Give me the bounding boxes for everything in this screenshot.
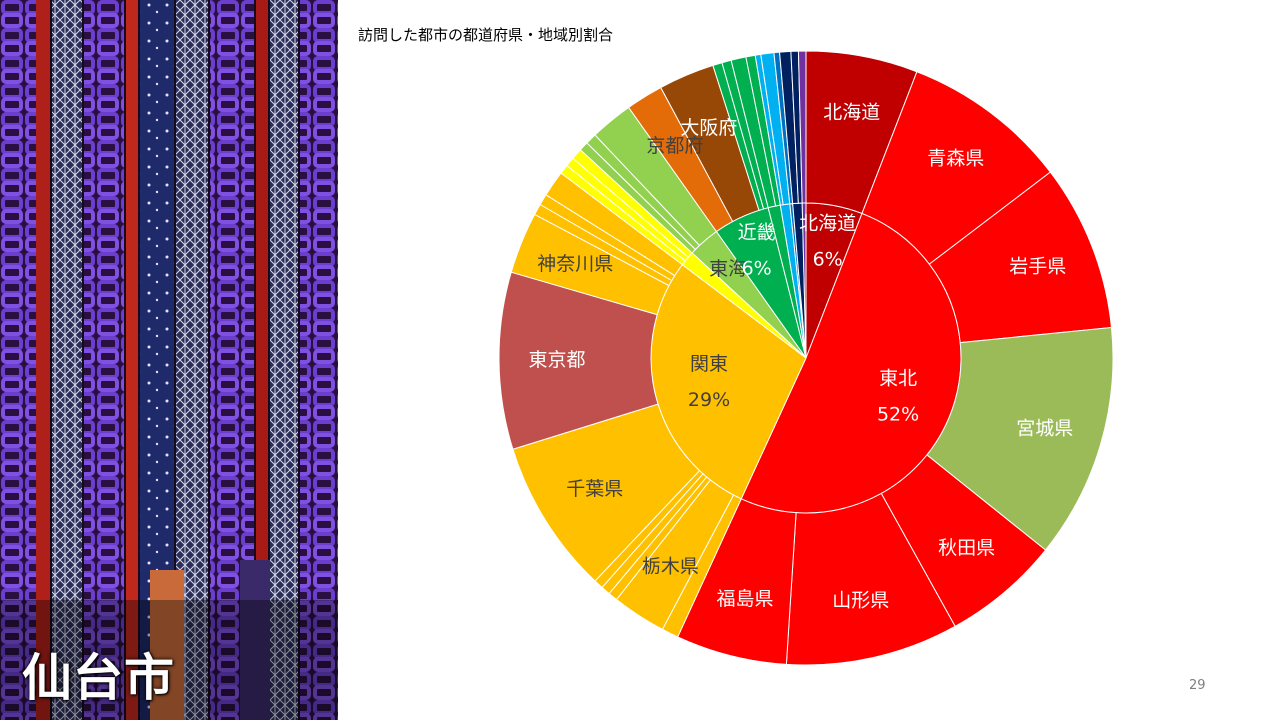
region-percent-1: 52% bbox=[877, 403, 919, 425]
region-label-5: 近畿 bbox=[738, 221, 776, 243]
region-label-1: 東北 bbox=[879, 367, 917, 389]
prefecture-label-5-0: 京都府 bbox=[646, 135, 703, 157]
region-percent-0: 6% bbox=[813, 249, 843, 271]
region-label-0: 北海道 bbox=[799, 213, 856, 235]
prefecture-label-2-1: 栃木県 bbox=[642, 555, 699, 577]
region-label-2: 関東 bbox=[690, 353, 728, 375]
prefecture-slice-10-0 bbox=[797, 50, 807, 204]
tanabata-photo bbox=[0, 0, 338, 720]
prefecture-label-1-4: 山形県 bbox=[832, 589, 889, 611]
city-name: 仙台市 bbox=[22, 649, 175, 707]
prefecture-label-5-1: 大阪府 bbox=[680, 117, 737, 139]
prefecture-label-0-0: 北海道 bbox=[823, 102, 880, 124]
prefecture-label-1-0: 青森県 bbox=[927, 148, 984, 170]
chart-title: 訪問した都市の都道府県・地域別割合 bbox=[358, 26, 614, 44]
prefecture-label-2-5: 千葉県 bbox=[566, 478, 623, 500]
streamers-illustration bbox=[0, 0, 338, 720]
prefecture-label-1-1: 岩手県 bbox=[1009, 255, 1066, 277]
prefecture-slice-1-2 bbox=[926, 326, 1114, 551]
region-label-4: 東海 bbox=[709, 258, 747, 280]
prefecture-label-1-5: 福島県 bbox=[716, 588, 773, 610]
prefecture-label-1-2: 宮城県 bbox=[1016, 417, 1073, 439]
prefecture-label-2-7: 神奈川県 bbox=[537, 253, 613, 275]
region-percent-5: 6% bbox=[742, 257, 772, 279]
region-percent-2: 29% bbox=[688, 389, 730, 411]
prefecture-label-1-3: 秋田県 bbox=[938, 537, 995, 559]
page-number: 29 bbox=[1189, 678, 1206, 693]
prefecture-label-2-6: 東京都 bbox=[529, 349, 586, 371]
